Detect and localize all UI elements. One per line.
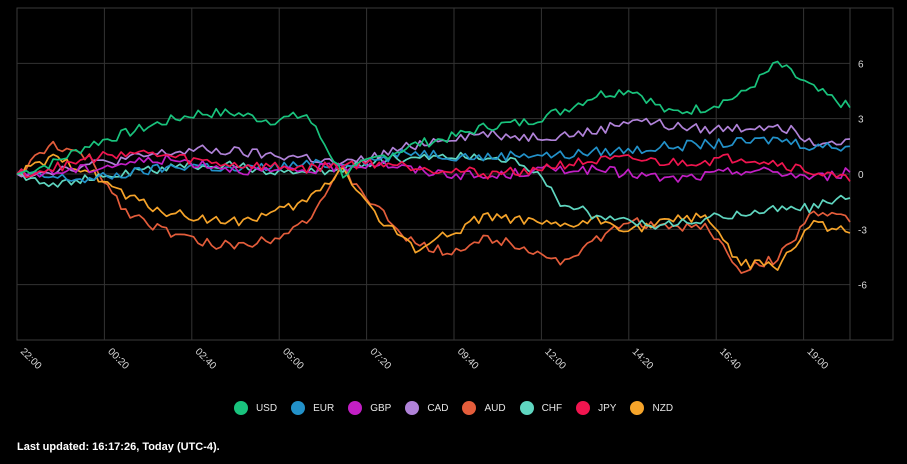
currency-strength-chart: 6 3 0 -3 -6 22:00 00:20 02:40 05:00 07:20 09:40 12… bbox=[16, 7, 894, 372]
legend-label: JPY bbox=[598, 402, 617, 414]
series-line-aud bbox=[16, 140, 851, 274]
legend-swatch bbox=[233, 401, 248, 415]
series-line-eur bbox=[16, 136, 851, 184]
legend-swatch bbox=[576, 401, 591, 415]
legend-label: CHF bbox=[541, 402, 563, 414]
chart-legend: USD EUR GBP CAD AUD CHF JPY NZD bbox=[0, 398, 907, 418]
x-tick-label: 14:20 bbox=[630, 346, 656, 372]
legend-label: CAD bbox=[427, 402, 449, 414]
legend-label: NZD bbox=[652, 402, 674, 414]
x-tick-label: 02:40 bbox=[193, 346, 219, 372]
y-axis-ticks: 6 3 0 -3 -6 bbox=[858, 59, 867, 291]
legend-swatch bbox=[519, 401, 534, 415]
legend-item-aud[interactable]: AUD bbox=[462, 401, 506, 415]
last-updated-text: Last updated: 16:17:26, Today (UTC-4). bbox=[17, 441, 220, 453]
y-tick-label: -3 bbox=[858, 225, 867, 236]
x-axis-ticks: 22:00 00:20 02:40 05:00 07:20 09:40 12:00 14:20… bbox=[18, 346, 830, 372]
y-tick-label: 0 bbox=[858, 170, 864, 181]
legend-label: GBP bbox=[370, 402, 392, 414]
y-tick-label: -6 bbox=[858, 281, 867, 292]
legend-item-gbp[interactable]: GBP bbox=[348, 401, 391, 415]
legend-item-usd[interactable]: USD bbox=[233, 401, 278, 415]
x-tick-label: 07:20 bbox=[367, 346, 393, 372]
legend-item-chf[interactable]: CHF bbox=[519, 401, 563, 415]
legend-swatch bbox=[630, 401, 645, 415]
legend-label: EUR bbox=[313, 402, 335, 414]
series-line-jpy bbox=[16, 149, 851, 182]
x-tick-label: 09:40 bbox=[455, 346, 481, 372]
x-tick-label: 00:20 bbox=[105, 346, 131, 372]
series-line-gbp bbox=[16, 153, 851, 183]
legend-swatch bbox=[462, 401, 477, 415]
y-tick-label: 3 bbox=[858, 115, 864, 126]
chart-series bbox=[16, 60, 851, 274]
x-tick-label: 19:00 bbox=[804, 346, 830, 372]
legend-swatch bbox=[291, 401, 306, 415]
legend-item-jpy[interactable]: JPY bbox=[576, 401, 616, 415]
series-line-nzd bbox=[16, 153, 851, 271]
legend-item-eur[interactable]: EUR bbox=[291, 401, 334, 415]
x-tick-label: 05:00 bbox=[280, 346, 306, 372]
series-line-usd bbox=[16, 60, 851, 179]
y-tick-label: 6 bbox=[858, 59, 864, 70]
legend-swatch bbox=[348, 401, 363, 415]
legend-label: AUD bbox=[484, 402, 506, 414]
legend-item-cad[interactable]: CAD bbox=[405, 401, 448, 415]
x-tick-label: 22:00 bbox=[18, 346, 44, 372]
legend-item-nzd[interactable]: NZD bbox=[630, 401, 673, 415]
x-tick-label: 16:40 bbox=[717, 346, 743, 372]
legend-label: USD bbox=[255, 402, 278, 414]
legend-swatch bbox=[405, 401, 420, 415]
series-line-chf bbox=[16, 151, 851, 230]
x-tick-label: 12:00 bbox=[542, 346, 568, 372]
chart-grid bbox=[16, 7, 894, 341]
